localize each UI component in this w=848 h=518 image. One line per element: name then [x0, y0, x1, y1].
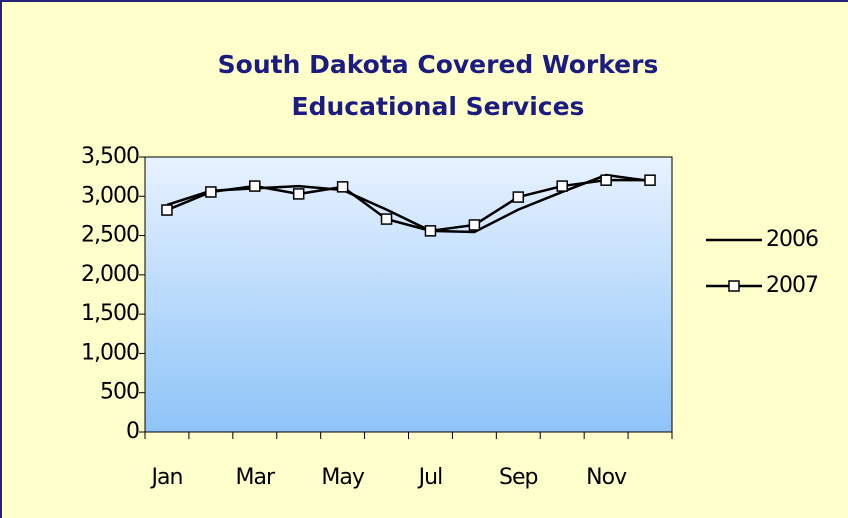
x-tick-label: Jan: [149, 465, 182, 490]
x-tick-label: Mar: [236, 465, 276, 490]
legend-label: 2007: [766, 273, 818, 298]
point-marker: [600, 174, 612, 186]
point-marker: [556, 180, 568, 192]
x-tick-label: Nov: [586, 465, 627, 490]
plot-area: [144, 156, 673, 433]
point-marker: [292, 188, 305, 200]
y-tick-label: 1,500: [81, 301, 139, 326]
point-marker: [336, 181, 349, 193]
y-tick-label: 0: [126, 419, 139, 444]
point-marker: [424, 225, 437, 237]
legend-label: 2006: [766, 227, 818, 252]
y-tick-label: 3,000: [81, 183, 139, 208]
y-tick-label: 1,000: [81, 340, 139, 365]
x-tick-label: Sep: [499, 465, 538, 490]
legend-marker: [728, 280, 740, 292]
y-tick-label: 500: [100, 380, 139, 405]
line-series: [166, 178, 651, 233]
line-series: [166, 173, 651, 234]
point-marker: [468, 219, 481, 231]
x-tick-label: May: [321, 465, 364, 490]
point-marker: [205, 186, 217, 198]
x-tick-label: Jul: [417, 465, 443, 490]
y-tick-label: 2,500: [81, 223, 139, 248]
point-marker: [512, 191, 525, 203]
point-marker: [161, 204, 173, 216]
chart-subtitle: Educational Services: [292, 92, 585, 121]
y-tick-label: 3,500: [81, 144, 139, 169]
point-marker: [249, 180, 261, 192]
point-marker: [644, 174, 656, 186]
chart-title: South Dakota Covered Workers: [218, 50, 659, 79]
y-tick-label: 2,000: [81, 262, 139, 287]
point-marker: [380, 213, 393, 225]
